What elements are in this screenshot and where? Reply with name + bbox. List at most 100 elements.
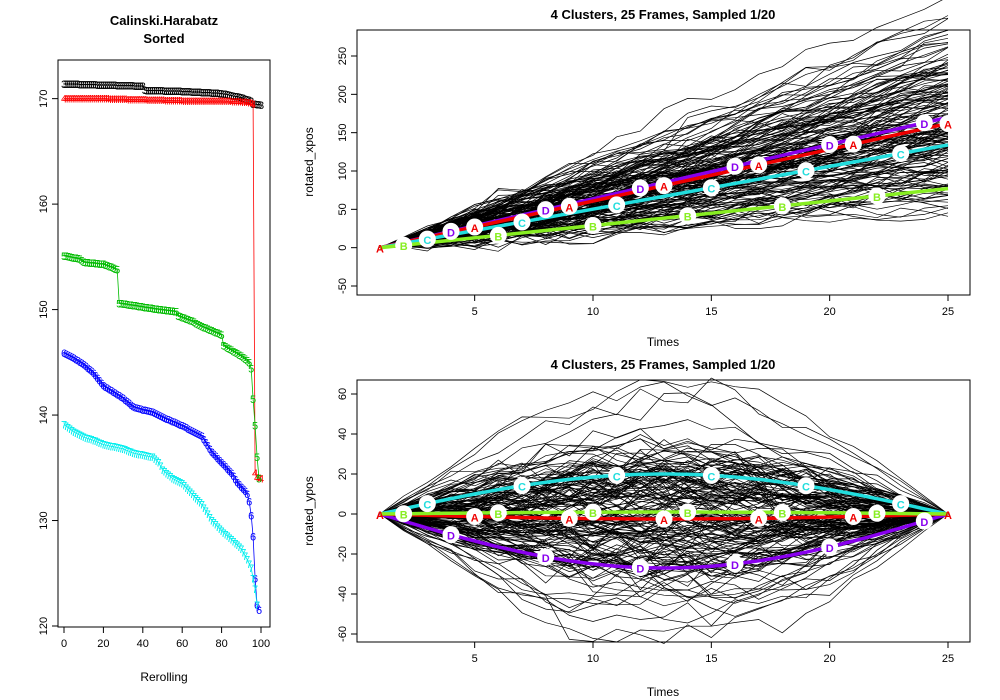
series-point-3: 3 bbox=[124, 81, 130, 93]
series-point-3: 3 bbox=[181, 86, 187, 98]
series-point-3: 3 bbox=[177, 86, 183, 98]
cluster-marker-C: C bbox=[518, 218, 526, 230]
cluster-marker-bg bbox=[513, 477, 531, 495]
series-point-5: 5 bbox=[157, 305, 163, 317]
series-point-3: 3 bbox=[61, 79, 67, 91]
series-point-7: 7 bbox=[159, 465, 165, 477]
series-point-3: 3 bbox=[79, 79, 85, 91]
series-point-4: 4 bbox=[215, 96, 221, 108]
cluster-marker-C: C bbox=[707, 471, 715, 483]
series-point-4: 4 bbox=[177, 96, 183, 108]
series-point-7: 7 bbox=[155, 458, 161, 470]
series-point-7: 7 bbox=[205, 509, 211, 521]
series-point-7: 7 bbox=[130, 448, 136, 460]
series-point-7: 7 bbox=[69, 425, 75, 437]
series-point-3: 3 bbox=[258, 100, 264, 112]
series-point-5: 5 bbox=[96, 259, 102, 271]
trace-line bbox=[379, 513, 949, 624]
series-point-5: 5 bbox=[175, 311, 181, 323]
series-point-5: 5 bbox=[209, 326, 215, 338]
trace-line bbox=[379, 466, 949, 515]
trace-line bbox=[379, 513, 949, 587]
series-point-6: 6 bbox=[195, 429, 201, 441]
series-point-6: 6 bbox=[183, 423, 189, 435]
series-point-4: 4 bbox=[154, 95, 160, 107]
series-point-3: 3 bbox=[134, 81, 140, 93]
cluster-marker-bg bbox=[797, 477, 815, 495]
series-point-4: 4 bbox=[85, 94, 91, 106]
series-point-7: 7 bbox=[203, 506, 209, 518]
series-point-5: 5 bbox=[177, 312, 183, 324]
series-point-4: 4 bbox=[98, 94, 104, 106]
series-point-3: 3 bbox=[144, 85, 150, 97]
series-point-3: 3 bbox=[193, 87, 199, 99]
series-point-6: 6 bbox=[65, 350, 71, 362]
series-point-3: 3 bbox=[146, 85, 152, 97]
series-point-3: 3 bbox=[226, 90, 232, 102]
cluster-marker-bg bbox=[418, 230, 436, 248]
series-point-3: 3 bbox=[189, 87, 195, 99]
series-point-6: 6 bbox=[191, 427, 197, 439]
cluster-marker-bg bbox=[560, 197, 578, 215]
cluster-marker-bg bbox=[726, 157, 744, 175]
series-point-3: 3 bbox=[244, 94, 250, 106]
series-point-4: 4 bbox=[240, 97, 246, 109]
series-point-3: 3 bbox=[155, 86, 161, 98]
series-point-6: 6 bbox=[81, 359, 87, 371]
series-point-4: 4 bbox=[140, 95, 146, 107]
series-point-6: 6 bbox=[155, 410, 161, 422]
series-point-3: 3 bbox=[201, 87, 207, 99]
series-point-7: 7 bbox=[110, 442, 116, 454]
cluster-marker-C: C bbox=[423, 235, 431, 247]
cluster-marker-bg bbox=[821, 538, 839, 556]
series-point-5: 5 bbox=[122, 299, 128, 311]
series-point-7: 7 bbox=[181, 481, 187, 493]
series-point-6: 6 bbox=[187, 425, 193, 437]
series-point-3: 3 bbox=[256, 100, 262, 112]
series-point-4: 4 bbox=[169, 95, 175, 107]
cluster-marker-C: C bbox=[613, 471, 621, 483]
series-point-5: 5 bbox=[112, 264, 118, 276]
trace-line bbox=[379, 15, 949, 249]
series-point-3: 3 bbox=[96, 80, 102, 92]
trace-line bbox=[379, 200, 949, 250]
cluster-marker-A: A bbox=[565, 514, 573, 526]
y-tick-label: -50 bbox=[337, 278, 349, 294]
series-point-6: 6 bbox=[100, 381, 106, 393]
series-point-5: 5 bbox=[69, 252, 75, 264]
trace-line bbox=[379, 489, 949, 515]
series-point-7: 7 bbox=[234, 540, 240, 552]
trace-line bbox=[379, 78, 949, 249]
cluster-marker-bg bbox=[655, 510, 673, 528]
series-point-5: 5 bbox=[94, 259, 100, 271]
cluster-marker-bg bbox=[773, 503, 791, 521]
series-line-6 bbox=[63, 352, 260, 611]
cluster-marker-bg bbox=[466, 218, 484, 236]
y-tick-label: 170 bbox=[38, 89, 50, 107]
series-point-3: 3 bbox=[89, 80, 95, 92]
series-point-3: 3 bbox=[118, 80, 124, 92]
y-tick-label: 130 bbox=[38, 511, 50, 529]
cluster-marker-bg bbox=[702, 466, 720, 484]
cluster-marker-D: D bbox=[920, 517, 928, 529]
series-point-6: 6 bbox=[228, 468, 234, 480]
series-point-3: 3 bbox=[171, 86, 177, 98]
series-point-5: 5 bbox=[195, 319, 201, 331]
series-point-3: 3 bbox=[100, 80, 106, 92]
cluster-marker-A: A bbox=[849, 140, 857, 152]
cluster-marker-B: B bbox=[494, 231, 502, 243]
cluster-marker-bg bbox=[537, 548, 555, 566]
series-point-5: 5 bbox=[102, 260, 108, 272]
series-point-3: 3 bbox=[85, 80, 91, 92]
cluster-marker-bg bbox=[608, 466, 626, 484]
series-point-4: 4 bbox=[110, 94, 116, 106]
cluster-line-B bbox=[379, 186, 949, 250]
series-point-5: 5 bbox=[136, 301, 142, 313]
series-point-7: 7 bbox=[92, 436, 98, 448]
series-point-4: 4 bbox=[157, 95, 163, 107]
series-point-5: 5 bbox=[238, 351, 244, 363]
y-tick-label: 20 bbox=[337, 468, 349, 480]
series-point-3: 3 bbox=[150, 85, 156, 97]
series-point-3: 3 bbox=[116, 80, 122, 92]
series-point-7: 7 bbox=[177, 478, 183, 490]
